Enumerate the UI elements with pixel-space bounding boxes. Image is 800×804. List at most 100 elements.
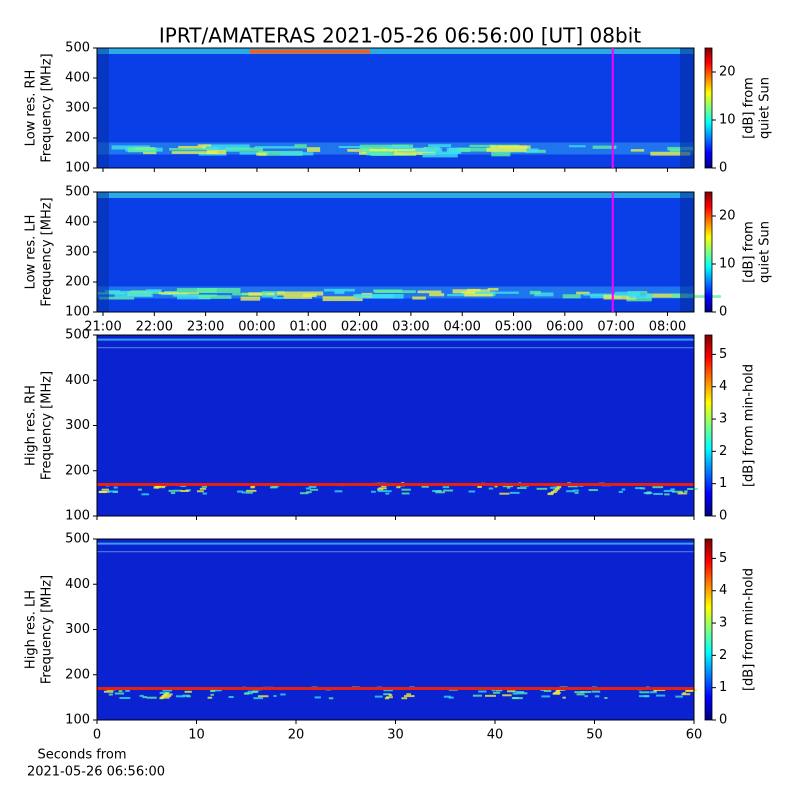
spectrogram-texture bbox=[386, 146, 413, 150]
spectrogram-texture bbox=[322, 296, 363, 302]
spectrogram-texture bbox=[97, 482, 694, 486]
spectrogram-texture bbox=[401, 488, 411, 491]
spectrogram-texture bbox=[228, 696, 234, 699]
spectrogram-texture bbox=[137, 488, 142, 491]
spectrogram-texture bbox=[359, 144, 409, 149]
spectrogram-texture bbox=[248, 292, 263, 296]
spectrogram-texture bbox=[240, 296, 261, 301]
spectrogram-texture bbox=[549, 486, 560, 489]
colorbar-tick-label: 0 bbox=[719, 713, 727, 728]
spectrogram-texture bbox=[171, 151, 218, 154]
spectrogram-texture bbox=[592, 145, 617, 149]
spectrogram-texture bbox=[534, 292, 554, 297]
y-tick-label: 500 bbox=[65, 328, 90, 343]
spectrogram-texture bbox=[490, 145, 528, 148]
spectrogram-texture bbox=[328, 697, 334, 700]
spectrogram-texture bbox=[154, 486, 166, 489]
colorbar bbox=[704, 47, 713, 169]
spectrogram-texture bbox=[469, 144, 496, 148]
spectrogram-texture bbox=[97, 542, 694, 545]
spectrogram-texture bbox=[246, 491, 253, 494]
spectrogram-texture bbox=[475, 291, 519, 294]
spectrogram-texture bbox=[97, 48, 694, 54]
spectrogram-texture bbox=[491, 689, 496, 692]
spectrogram-texture bbox=[491, 151, 511, 157]
spectrogram-texture bbox=[142, 696, 147, 699]
y-tick-label: 400 bbox=[65, 373, 90, 388]
spectrogram-texture bbox=[125, 689, 130, 692]
spectrogram-texture bbox=[448, 696, 454, 699]
spectrogram-texture bbox=[604, 697, 608, 700]
y-axis-label: Frequency [MHz] bbox=[40, 197, 55, 306]
spectrogram-texture bbox=[664, 493, 670, 496]
colorbar bbox=[704, 334, 713, 517]
y-axis-label: Low res. LH bbox=[24, 215, 39, 290]
spectrogram-texture bbox=[509, 491, 520, 494]
colorbar-tick-label: 3 bbox=[719, 412, 727, 427]
y-tick-label: 100 bbox=[65, 713, 90, 728]
spectrogram-texture bbox=[646, 293, 689, 298]
colorbar-tick-label: 1 bbox=[719, 476, 727, 491]
x-tick-label: 02:00 bbox=[341, 320, 378, 335]
x-tick-label: 23:00 bbox=[187, 320, 224, 335]
spectrogram-texture bbox=[180, 490, 189, 493]
spectrogram-texture bbox=[654, 689, 666, 692]
spectrogram-texture bbox=[429, 293, 445, 297]
y-tick-label: 200 bbox=[65, 131, 90, 146]
y-tick-label: 100 bbox=[65, 305, 90, 320]
spectrogram-texture bbox=[211, 689, 222, 692]
spectrogram-texture bbox=[502, 485, 514, 488]
spectrogram-texture bbox=[652, 486, 664, 489]
spectrogram-texture bbox=[478, 690, 487, 693]
spectrogram-texture bbox=[401, 697, 408, 700]
spectrogram-texture bbox=[97, 347, 694, 349]
spectrogram-texture bbox=[186, 695, 191, 698]
spectrogram-texture bbox=[380, 485, 387, 488]
spectrogram-texture bbox=[428, 144, 452, 148]
y-tick-label: 500 bbox=[65, 532, 90, 547]
spectrogram-texture bbox=[105, 290, 120, 294]
spectrogram-texture bbox=[163, 693, 173, 696]
spectrogram-texture bbox=[442, 486, 450, 489]
spectrogram-texture bbox=[237, 490, 244, 493]
spectrogram-texture bbox=[202, 144, 250, 150]
spectrogram-texture bbox=[353, 294, 394, 297]
spectrogram-texture bbox=[309, 488, 319, 491]
spectrogram-texture bbox=[518, 692, 528, 695]
spectrogram-texture bbox=[562, 696, 566, 699]
spectrogram-texture bbox=[649, 691, 657, 694]
spectrogram-texture bbox=[202, 492, 207, 495]
spectrogram-texture bbox=[243, 692, 250, 695]
spectrogram-texture bbox=[529, 290, 541, 295]
spectrogram-texture bbox=[299, 492, 309, 495]
y-tick-label: 400 bbox=[65, 215, 90, 230]
spectrogram-texture bbox=[603, 294, 637, 300]
spectrogram-texture bbox=[272, 296, 284, 300]
y-tick-label: 500 bbox=[65, 41, 90, 56]
y-tick-label: 500 bbox=[65, 185, 90, 200]
spectrogram-texture bbox=[103, 690, 114, 693]
spectrogram-texture bbox=[338, 146, 365, 149]
spectrogram-texture bbox=[369, 148, 416, 152]
spectrogram-texture bbox=[494, 485, 498, 488]
colorbar-tick-label: 5 bbox=[719, 551, 727, 566]
x-tick-label: 21:00 bbox=[84, 320, 121, 335]
spectrogram-texture bbox=[511, 697, 519, 700]
spectrogram-texture bbox=[574, 691, 585, 694]
x-tick-label: 05:00 bbox=[495, 320, 532, 335]
spectrogram-texture bbox=[650, 151, 691, 156]
y-tick-label: 200 bbox=[65, 275, 90, 290]
spectrogram-texture bbox=[308, 485, 317, 488]
spectrogram-texture bbox=[675, 695, 683, 698]
colorbar-tick-label: 10 bbox=[719, 113, 736, 128]
x-tick-label: 06:00 bbox=[546, 320, 583, 335]
colorbar bbox=[704, 538, 713, 721]
figure-title: IPRT/AMATERAS 2021-05-26 06:56:00 [UT] 0… bbox=[159, 24, 641, 48]
spectrogram-texture bbox=[108, 290, 144, 293]
spectrogram-texture bbox=[161, 695, 172, 698]
spectrogram-texture bbox=[401, 492, 410, 495]
spectrogram-texture bbox=[388, 694, 393, 697]
spectrogram-texture bbox=[270, 486, 278, 489]
colorbar-label: quiet Sun bbox=[758, 221, 773, 283]
